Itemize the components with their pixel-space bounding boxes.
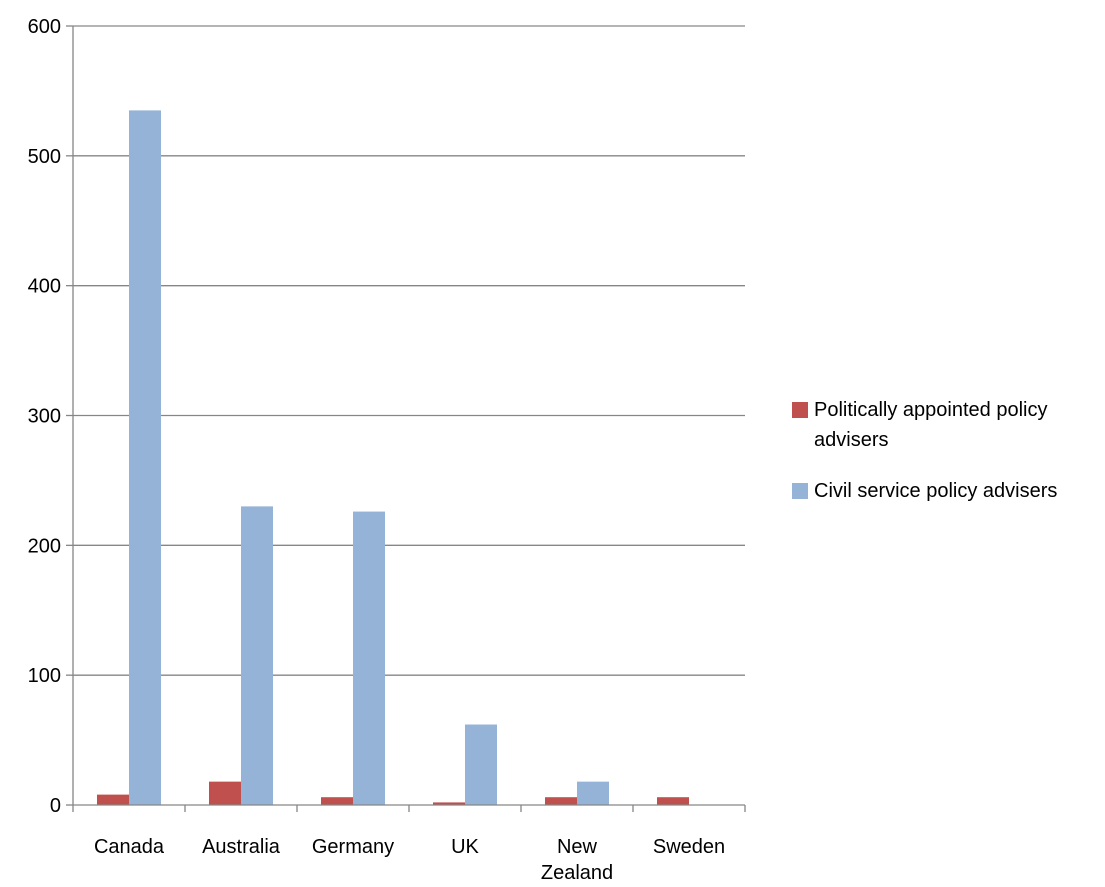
x-tick-label: UK — [451, 836, 479, 858]
bar-political-sweden — [657, 797, 689, 805]
bar-political-canada — [97, 794, 129, 805]
y-axis-ticks: 0 100 200 300 400 500 600 — [28, 16, 73, 817]
bar-political-australia — [209, 781, 241, 805]
legend-label-civil-service: Civil service policy advisers — [814, 480, 1057, 502]
x-tick-label: New Zealand — [541, 836, 613, 884]
bars — [97, 110, 689, 806]
legend-swatch-civil-service — [792, 483, 808, 499]
legend: Politically appointed policy advisers Civi… — [792, 399, 1057, 502]
bar-civil-service-uk — [465, 724, 497, 805]
legend-label-political: Politically appointed policy advisers — [814, 399, 1047, 451]
x-tick-label: Canada — [94, 836, 165, 858]
y-tick-label: 500 — [28, 146, 61, 168]
bar-civil-service-australia — [241, 506, 273, 805]
bar-political-new-zealand — [545, 797, 577, 805]
bar-political-germany — [321, 797, 353, 805]
y-tick-label: 0 — [50, 795, 61, 817]
bar-civil-service-new-zealand — [577, 781, 609, 805]
y-tick-label: 400 — [28, 276, 61, 298]
y-tick-label: 200 — [28, 535, 61, 557]
x-axis-ticks: Canada Australia Germany UK New Zealand Sweden — [72, 805, 746, 884]
x-tick-label: Sweden — [653, 836, 725, 858]
y-tick-label: 600 — [28, 16, 61, 38]
x-tick-label: Australia — [202, 836, 281, 858]
bar-political-uk — [433, 802, 465, 805]
y-tick-label: 100 — [28, 665, 61, 687]
y-tick-label: 300 — [28, 406, 61, 428]
legend-swatch-political — [792, 402, 808, 418]
x-tick-label: Germany — [312, 836, 394, 858]
bar-civil-service-canada — [129, 110, 161, 806]
bar-civil-service-germany — [353, 511, 385, 805]
gridlines — [73, 25, 745, 676]
